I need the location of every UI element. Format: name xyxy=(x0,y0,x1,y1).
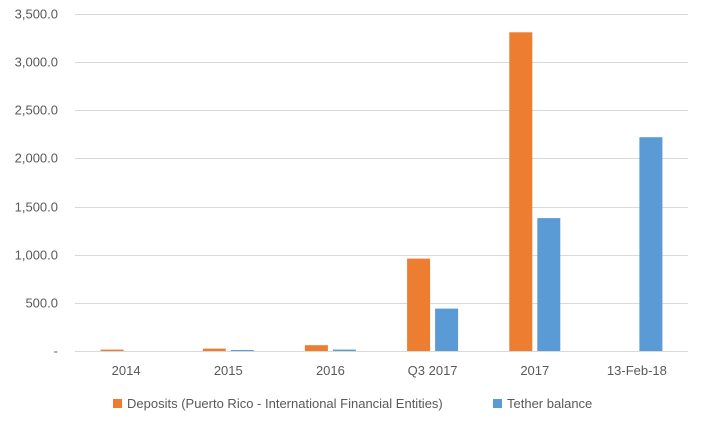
x-tick-label: 2016 xyxy=(316,363,345,378)
gridlines xyxy=(75,14,688,304)
bar-deposits xyxy=(407,258,431,351)
x-tick-label: 2014 xyxy=(112,363,141,378)
bar-tether-balance xyxy=(230,350,254,351)
bar-tether-balance xyxy=(332,349,356,351)
bar-deposits xyxy=(509,32,533,352)
bar-tether-balance xyxy=(537,218,561,351)
legend: Deposits (Puerto Rico - International Fi… xyxy=(113,396,592,411)
bar-tether-balance xyxy=(435,308,459,351)
y-tick-label: 1,000.0 xyxy=(15,248,58,263)
legend-label: Deposits (Puerto Rico - International Fi… xyxy=(127,396,443,411)
y-tick-label: 2,000.0 xyxy=(15,151,58,166)
bar-deposits xyxy=(202,348,226,351)
y-tick-label: 1,500.0 xyxy=(15,200,58,215)
bar-tether-balance xyxy=(639,137,663,351)
y-tick-label: 3,000.0 xyxy=(15,55,58,70)
y-tick-label: 500.0 xyxy=(25,296,58,311)
y-tick-label: 3,500.0 xyxy=(15,7,58,22)
y-tick-label: - xyxy=(54,344,58,359)
bar-deposits xyxy=(304,345,328,351)
axes: - 500.0 1,000.0 1,500.0 2,000.0 2,500.0 3,000.… xyxy=(15,7,688,378)
x-tick-label: 2017 xyxy=(520,363,549,378)
bar-deposits xyxy=(100,349,124,351)
bars xyxy=(100,32,663,352)
x-tick-label: 13-Feb-18 xyxy=(607,363,667,378)
legend-label: Tether balance xyxy=(507,396,592,411)
x-tick-label: Q3 2017 xyxy=(408,363,458,378)
legend-swatch xyxy=(493,399,502,408)
y-tick-label: 2,500.0 xyxy=(15,103,58,118)
legend-swatch xyxy=(113,399,122,408)
x-tick-label: 2015 xyxy=(214,363,243,378)
